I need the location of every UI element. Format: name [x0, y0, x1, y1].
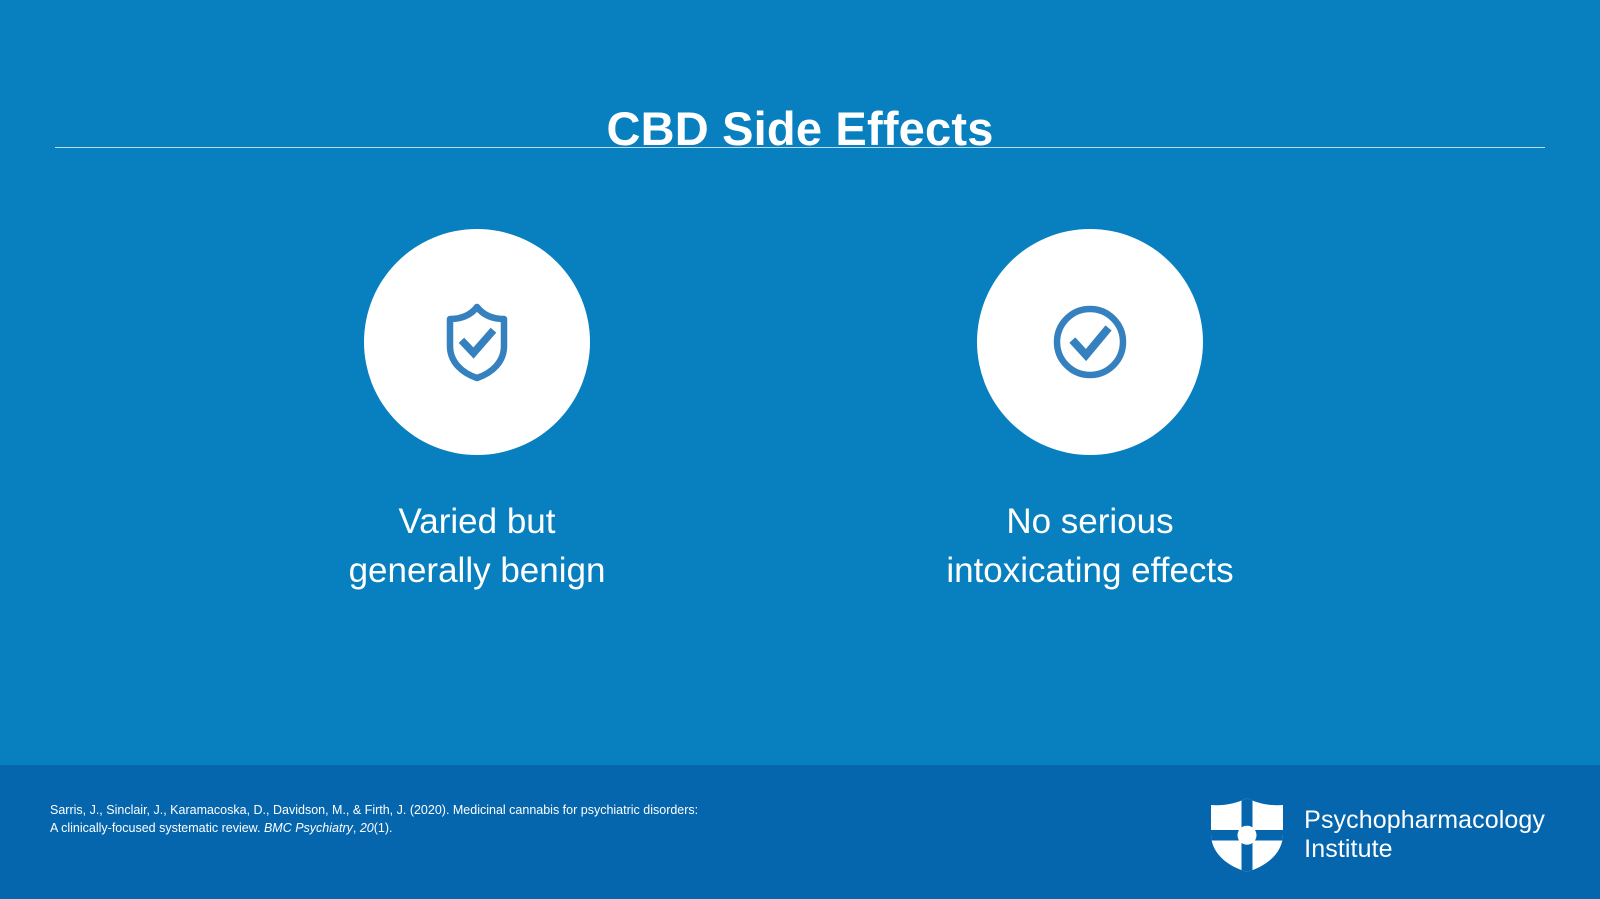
citation-line-2: A clinically-focused systematic review. … — [50, 819, 880, 837]
citation-journal-name: BMC Psychiatry — [263, 821, 353, 835]
icon-badge-2 — [977, 229, 1203, 455]
citation-reference: Sarris, J., Sinclair, J., Karamacoska, D… — [50, 801, 880, 837]
citation-title-text: A clinically-focused systematic review. — [50, 821, 264, 835]
brand-logo: Psychopharmacology Institute — [1208, 797, 1545, 873]
card-no-serious-intoxicating-effects: No serious intoxicating effects — [870, 229, 1310, 595]
card-varied-but-generally-benign: Varied but generally benign — [257, 229, 697, 595]
title-divider — [55, 147, 1545, 148]
card-caption-2: No serious intoxicating effects — [946, 502, 1234, 590]
card-caption-1: Varied but generally benign — [348, 502, 606, 590]
circle-check-icon — [1050, 302, 1130, 382]
footer-bar: Sarris, J., Sinclair, J., Karamacoska, D… — [0, 765, 1600, 899]
citation-separator: , — [352, 821, 360, 835]
brand-name: Psychopharmacology Institute — [1304, 806, 1545, 863]
icon-badge-1 — [364, 229, 590, 455]
citation-volume: 20 — [359, 821, 374, 835]
shield-quadrant-logo-icon — [1208, 797, 1286, 873]
shield-check-icon — [440, 302, 514, 382]
cards-row: Varied but generally benign No serious i… — [0, 229, 1600, 649]
page-title: CBD Side Effects — [606, 102, 994, 156]
citation-issue: (1). — [373, 821, 393, 835]
citation-line-1: Sarris, J., Sinclair, J., Karamacoska, D… — [50, 803, 699, 817]
